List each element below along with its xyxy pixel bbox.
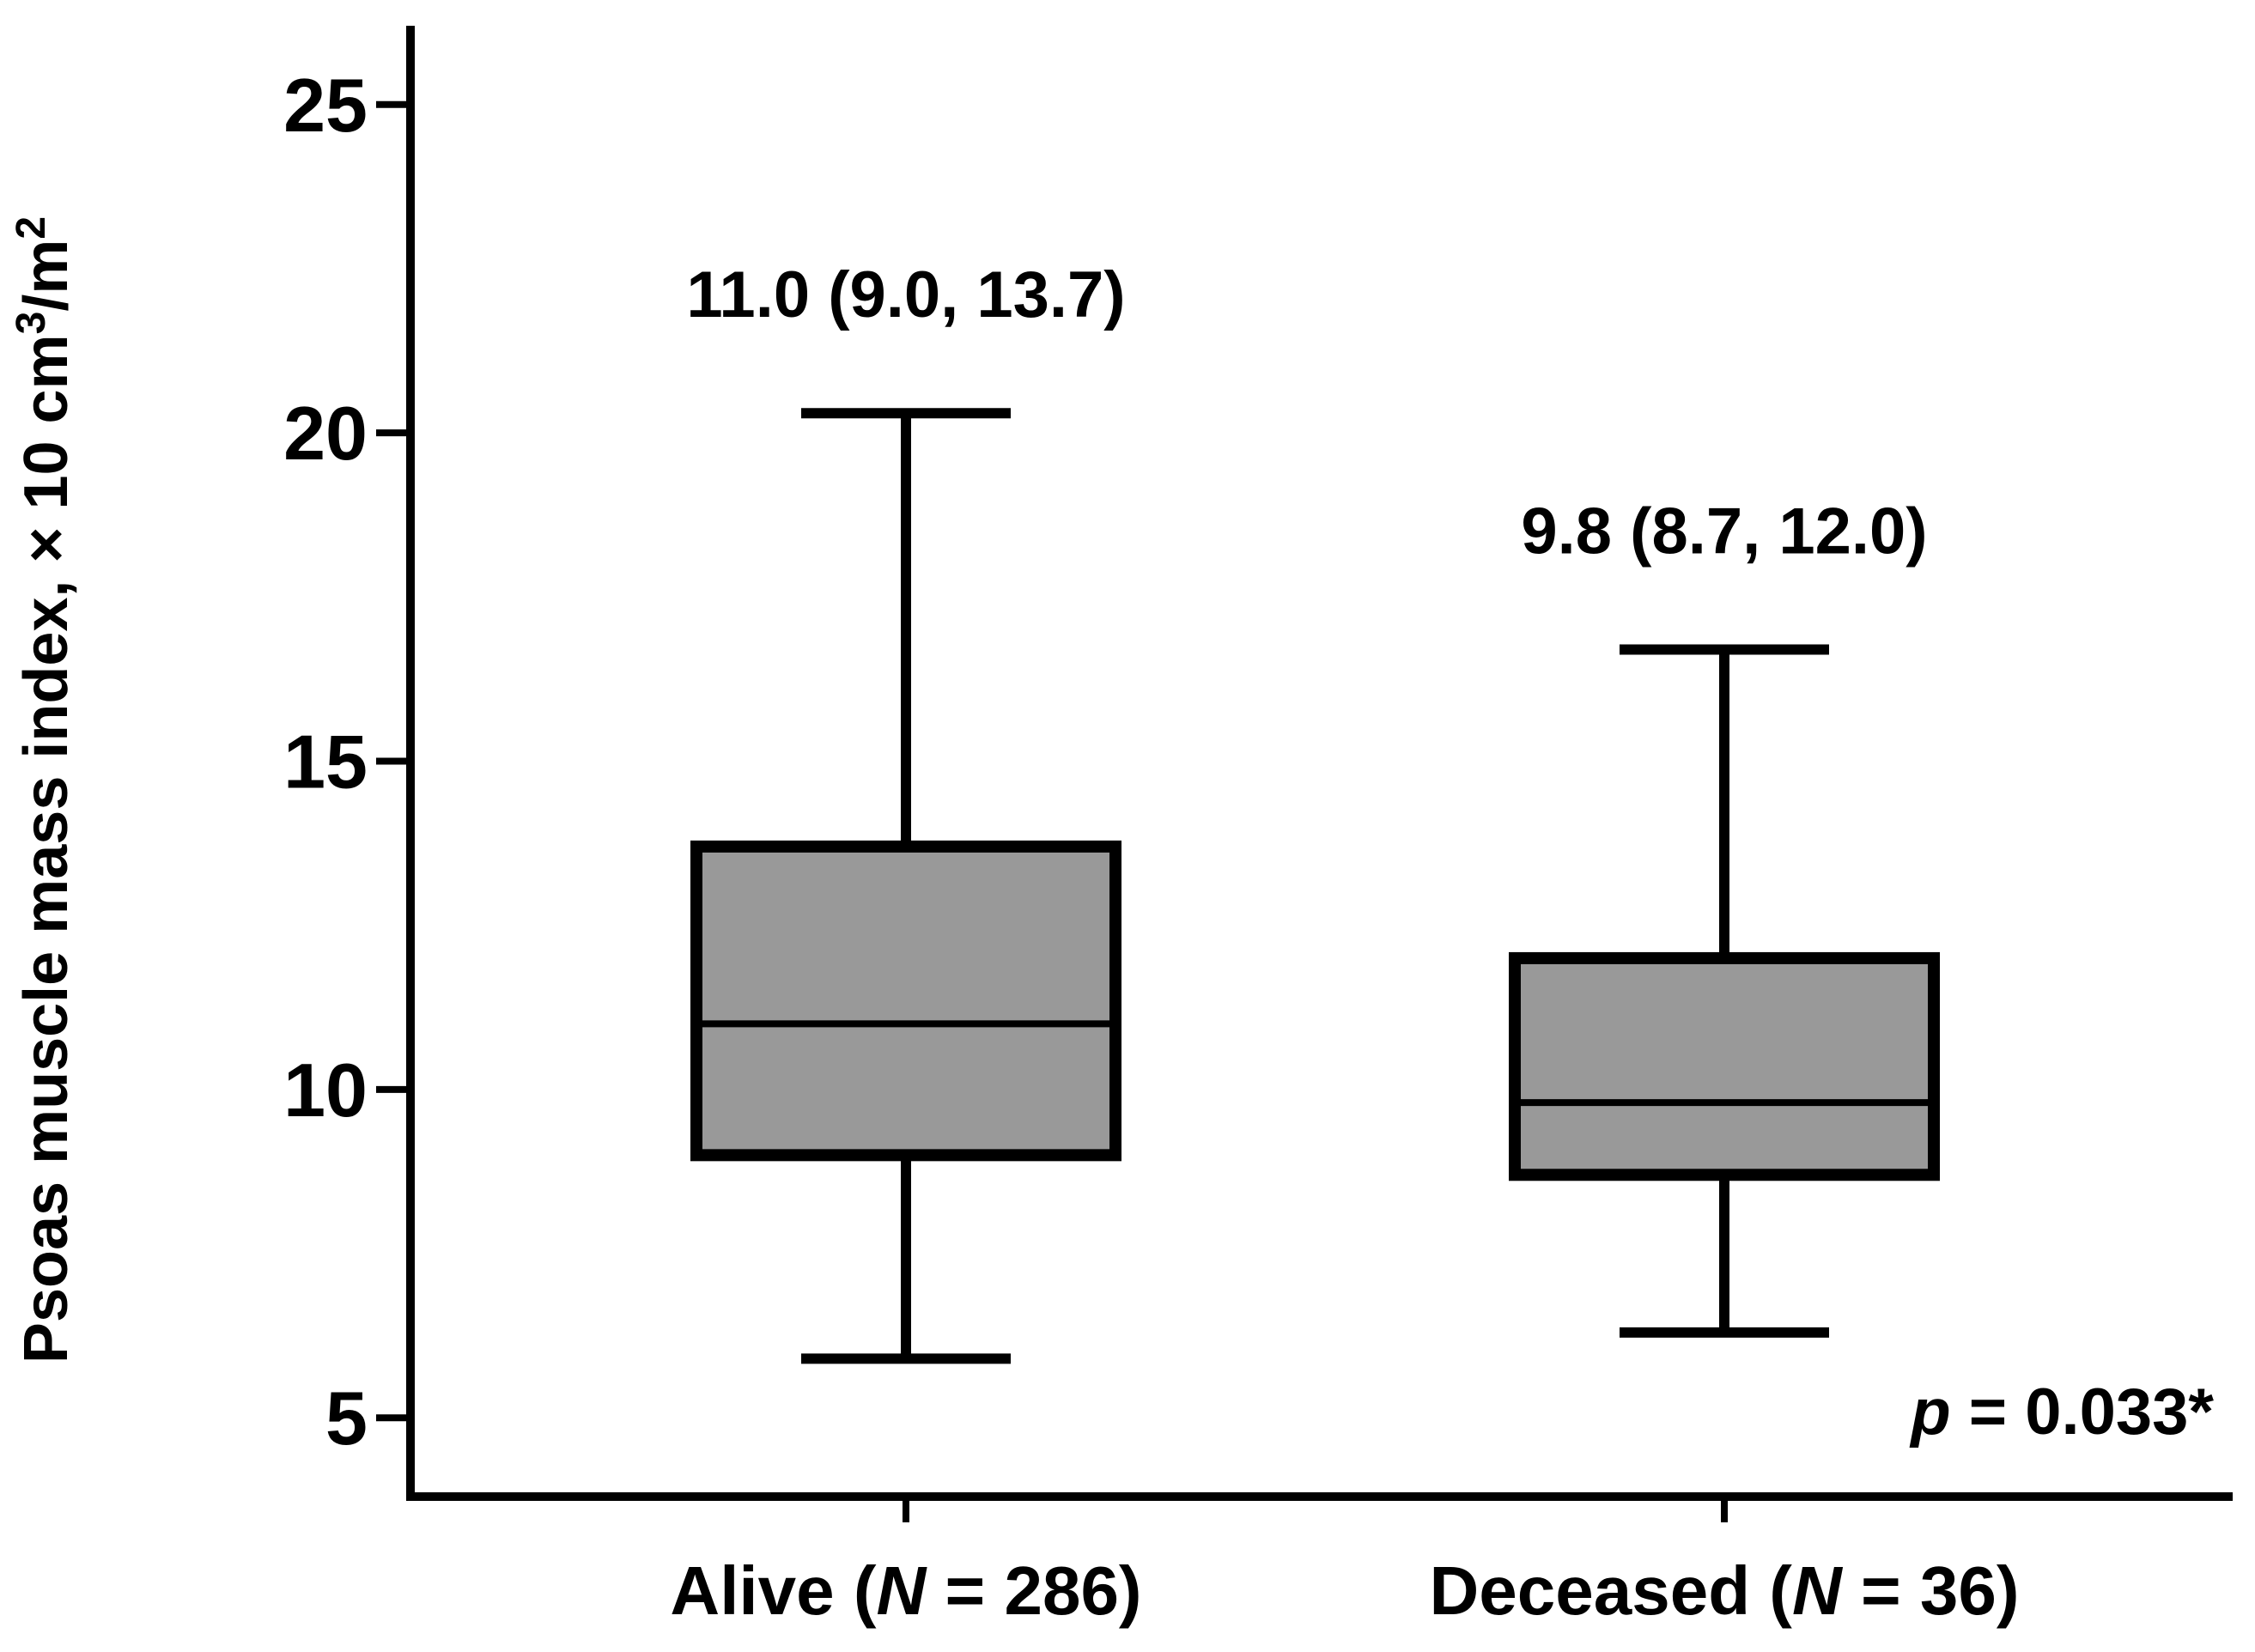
stat-annotation-deceased: 9.8 (8.7, 12.0) <box>1521 495 1927 568</box>
category-n-symbol-deceased: N <box>1792 1552 1844 1629</box>
category-labels: Alive (N = 286) Deceased (N = 36) <box>670 1552 2019 1629</box>
y-axis-label-sup1: 3 <box>9 312 54 335</box>
x-ticks <box>903 1497 1728 1522</box>
y-tick-label-15: 15 <box>283 720 368 805</box>
p-value-symbol: p <box>1909 1376 1950 1449</box>
box-alive: 11.0 (9.0, 13.7) <box>686 258 1126 1364</box>
category-n-symbol-alive: N <box>877 1552 928 1629</box>
category-n-value-deceased: = 36) <box>1842 1552 2020 1629</box>
p-value-text: = 0.033* <box>1951 1376 2215 1449</box>
iqr-box-alive <box>690 840 1121 1162</box>
x-category-label-alive: Alive (N = 286) <box>670 1552 1141 1629</box>
category-n-value-alive: = 286) <box>926 1552 1141 1629</box>
y-tick-label-10: 10 <box>283 1048 368 1133</box>
category-name-alive: Alive ( <box>670 1552 876 1629</box>
y-axis-label: Psoas muscle mass index, × 10 cm3/m2 <box>9 216 81 1364</box>
y-tick-label-25: 25 <box>283 63 368 148</box>
x-category-label-deceased: Deceased (N = 36) <box>1429 1552 2019 1629</box>
y-tick-label-5: 5 <box>325 1376 368 1461</box>
box-deceased: 9.8 (8.7, 12.0) <box>1509 495 1940 1338</box>
y-axis-label-mid: /m <box>12 240 81 312</box>
iqr-box-deceased <box>1509 951 1940 1181</box>
y-axis-label-sup2: 2 <box>9 216 54 240</box>
category-name-deceased: Deceased ( <box>1429 1552 1792 1629</box>
stat-annotation-alive: 11.0 (9.0, 13.7) <box>686 258 1125 331</box>
y-axis-label-main: Psoas muscle mass index, × 10 cm <box>12 334 81 1364</box>
y-ticks: 5 10 15 20 25 <box>283 63 410 1461</box>
y-tick-label-20: 20 <box>283 391 368 476</box>
p-value-annotation: p = 0.033* <box>1909 1376 2214 1449</box>
boxes: 11.0 (9.0, 13.7) 9.8 (8.7, 12.0) <box>686 258 1940 1364</box>
